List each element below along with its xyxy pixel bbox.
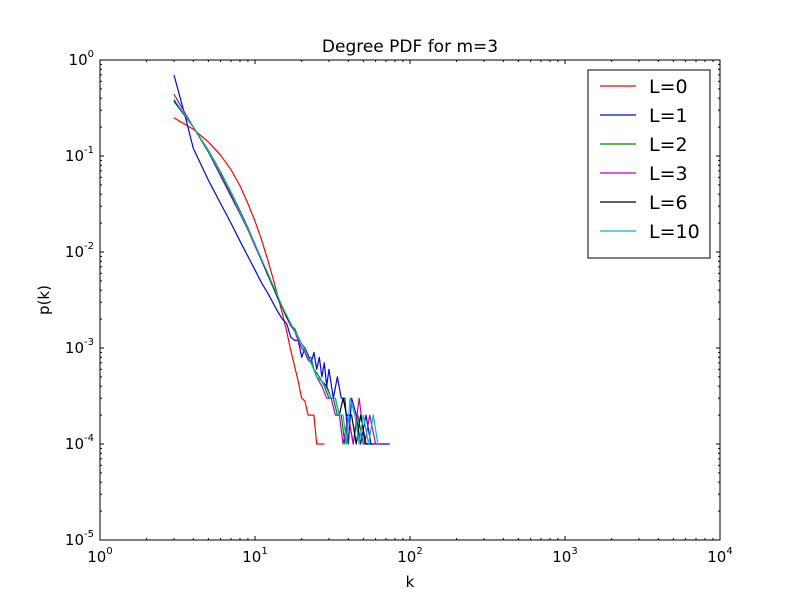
y-tick-base: 10	[69, 51, 88, 69]
legend-label: L=10	[649, 221, 700, 243]
x-tick-base: 10	[397, 548, 416, 566]
y-tick-label: 100	[69, 49, 94, 69]
legend-label: L=1	[649, 105, 688, 127]
x-tick-exponent: 0	[106, 546, 112, 557]
legend-label: L=6	[649, 192, 688, 214]
y-tick-base: 10	[65, 339, 84, 357]
x-tick-base: 10	[242, 548, 261, 566]
x-tick-base: 10	[87, 548, 106, 566]
chart-title: Degree PDF for m=3	[322, 37, 498, 57]
y-tick-base: 10	[65, 531, 84, 549]
x-tick-label: 100	[87, 546, 112, 566]
plot-frame	[99, 59, 721, 541]
x-axis-label: k	[406, 573, 415, 591]
legend-box	[587, 69, 711, 259]
y-tick-exponent: -4	[84, 433, 94, 444]
x-tick-base: 10	[707, 548, 726, 566]
x-tick-base: 10	[552, 548, 571, 566]
x-tick-label: 103	[552, 546, 577, 566]
legend: L=0 L=1 L=2 L=3 L=6 L=10	[587, 69, 711, 259]
x-tick-label: 101	[242, 546, 267, 566]
x-tick-label: 102	[397, 546, 422, 566]
y-tick-base: 10	[65, 147, 84, 165]
x-tick-exponent: 2	[416, 546, 422, 557]
series-layer	[173, 74, 390, 445]
y-axis-label: p(k)	[35, 285, 53, 315]
x-tick-exponent: 4	[726, 546, 732, 557]
y-tick-exponent: -2	[84, 241, 94, 252]
x-tick-exponent: 1	[261, 546, 267, 557]
y-tick-exponent: -1	[84, 145, 94, 156]
y-tick-exponent: 0	[88, 49, 94, 60]
y-tick-label: 10-4	[65, 433, 94, 453]
y-tick-label: 10-3	[65, 337, 94, 357]
y-tick-exponent: -3	[84, 337, 94, 348]
y-tick-base: 10	[65, 243, 84, 261]
y-tick-label: 10-1	[65, 145, 94, 165]
x-tick-exponent: 3	[571, 546, 577, 557]
y-tick-exponent: -5	[84, 529, 94, 540]
y-tick-label: 10-5	[65, 529, 94, 549]
legend-label: L=3	[649, 163, 688, 185]
legend-label: L=0	[649, 76, 688, 98]
x-tick-label: 104	[707, 546, 732, 566]
series-line-l-10	[173, 98, 379, 445]
y-tick-label: 10-2	[65, 241, 94, 261]
y-tick-base: 10	[65, 435, 84, 453]
legend-label: L=2	[649, 134, 688, 156]
